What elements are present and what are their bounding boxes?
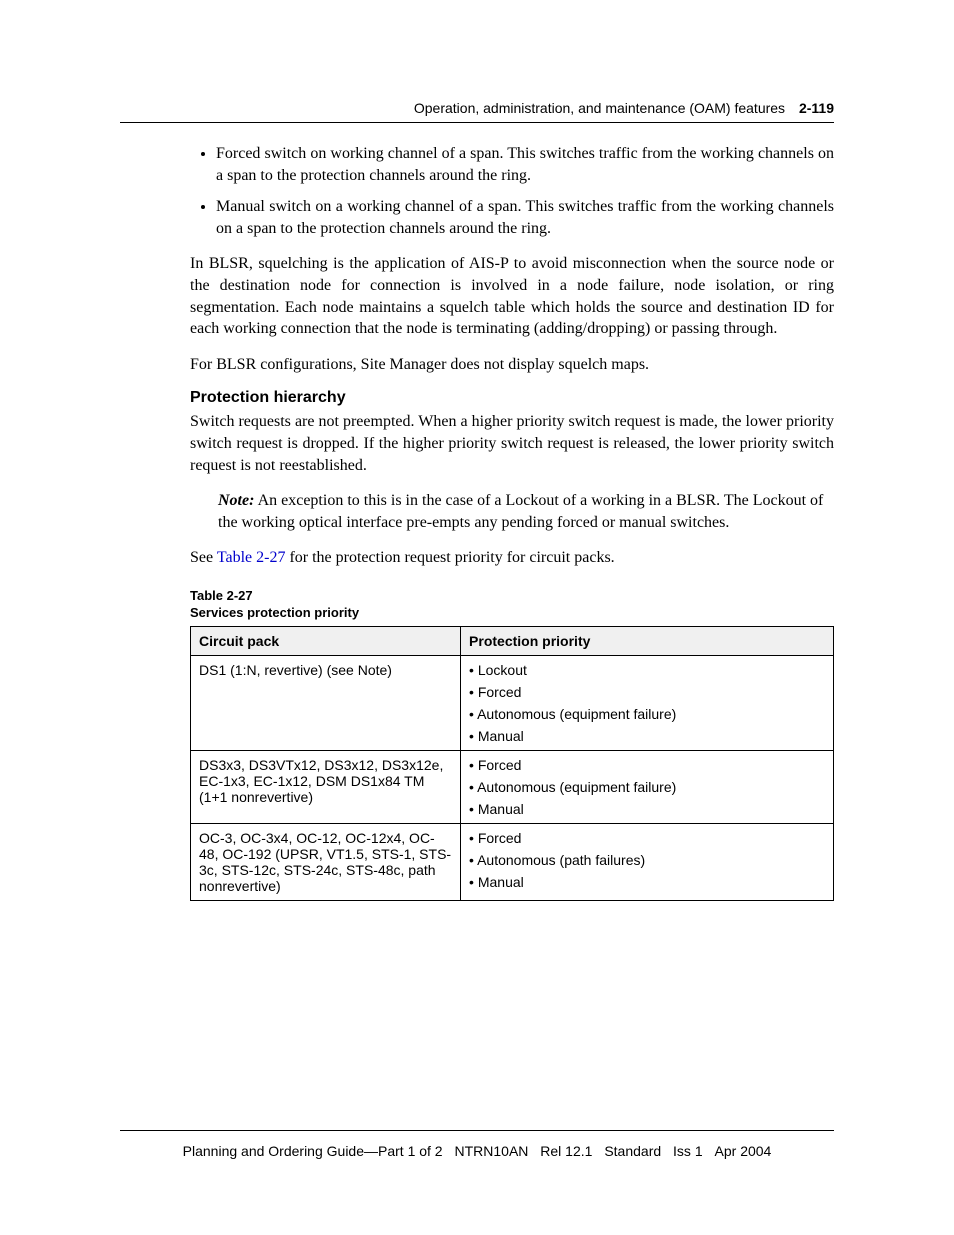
footer-date: Apr 2004 [715,1143,772,1159]
running-header: Operation, administration, and maintenan… [120,100,834,116]
table-header-priority: Protection priority [461,627,834,656]
priority-line: • Autonomous (equipment failure) [469,706,825,722]
table-row: DS1 (1:N, revertive) (see Note)• Lockout… [191,656,834,751]
paragraph-hierarchy-intro: Switch requests are not preempted. When … [190,411,834,476]
note-body: An exception to this is in the case of a… [218,492,823,531]
table-cell-priority: • Lockout • Forced • Autonomous (equipment… [461,656,834,751]
table-caption-number: Table 2-27 [190,588,253,603]
paragraph-squelch-maps: For BLSR configurations, Site Manager do… [190,354,834,376]
header-rule [120,122,834,123]
running-footer: Planning and Ordering Guide—Part 1 of 2 … [120,1143,834,1159]
footer-doc-title: Planning and Ordering Guide—Part 1 of 2 [183,1143,443,1159]
footer-rule [120,1130,834,1131]
priority-line: • Lockout [469,662,825,678]
paragraph-squelch: In BLSR, squelching is the application o… [190,253,834,339]
see-suffix: for the protection request priority for … [285,549,614,566]
content-block-section: Switch requests are not preempted. When … [190,411,834,901]
footer-doc-code: NTRN10AN [454,1143,528,1159]
priority-line: • Forced [469,830,825,846]
note-label: Note: [218,492,254,509]
priority-line: • Forced [469,757,825,773]
table-header-pack: Circuit pack [191,627,461,656]
bullet-item: Manual switch on a working channel of a … [216,196,834,239]
table-cell-priority: • Forced • Autonomous (equipment failure)… [461,751,834,824]
priority-line: • Autonomous (path failures) [469,852,825,868]
table-row: OC-3, OC-3x4, OC-12, OC-12x4, OC-48, OC-… [191,824,834,901]
footer-release: Rel 12.1 [540,1143,592,1159]
table-cell-priority: • Forced • Autonomous (path failures) • Ma… [461,824,834,901]
table-header-row: Circuit pack Protection priority [191,627,834,656]
table-cell-pack: DS1 (1:N, revertive) (see Note) [191,656,461,751]
footer-status: Standard [604,1143,661,1159]
priority-line: • Manual [469,801,825,817]
see-table-paragraph: See Table 2-27 for the protection reques… [190,547,834,569]
chapter-title: Operation, administration, and maintenan… [414,100,785,116]
bullet-list: Forced switch on working channel of a sp… [190,143,834,239]
priority-line: • Manual [469,728,825,744]
page-number: 2-119 [799,100,834,116]
page-container: Operation, administration, and maintenan… [0,0,954,1235]
table-caption-title: Services protection priority [190,605,359,620]
priority-line: • Forced [469,684,825,700]
content-block-top: Forced switch on working channel of a sp… [190,143,834,375]
table-cell-pack: OC-3, OC-3x4, OC-12, OC-12x4, OC-48, OC-… [191,824,461,901]
priority-line: • Autonomous (equipment failure) [469,779,825,795]
priority-line: • Manual [469,874,825,890]
bullet-item: Forced switch on working channel of a sp… [216,143,834,186]
table-reference-link[interactable]: Table 2-27 [217,549,286,566]
section-heading: Protection hierarchy [190,389,834,407]
note-paragraph: Note: An exception to this is in the cas… [218,490,834,533]
table-row: DS3x3, DS3VTx12, DS3x12, DS3x12e, EC-1x3… [191,751,834,824]
footer-issue: Iss 1 [673,1143,703,1159]
table-caption: Table 2-27 Services protection priority [190,587,834,622]
table-cell-pack: DS3x3, DS3VTx12, DS3x12, DS3x12e, EC-1x3… [191,751,461,824]
protection-priority-table: Circuit pack Protection priority DS1 (1:… [190,626,834,901]
see-prefix: See [190,549,217,566]
note-block: Note: An exception to this is in the cas… [218,490,834,533]
